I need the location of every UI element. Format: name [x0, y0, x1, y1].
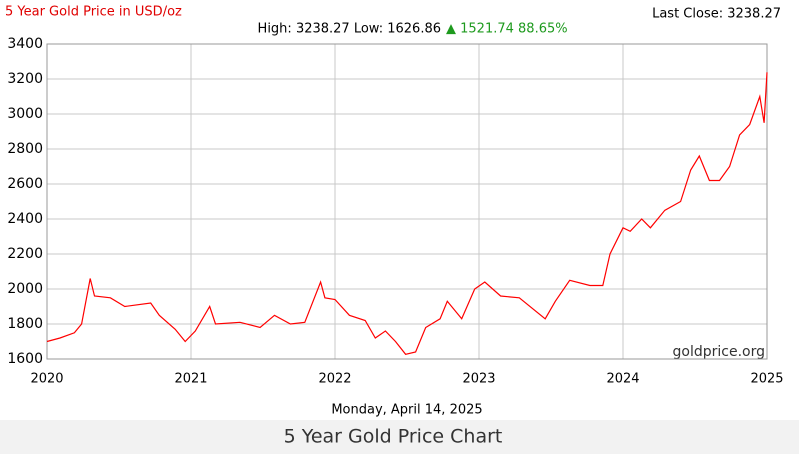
y-tick-label: 1600	[7, 351, 43, 367]
watermark: goldprice.org	[673, 344, 765, 360]
last-close: Last Close: 3238.27	[652, 7, 781, 22]
chart-title: 5 Year Gold Price in USD/oz	[5, 5, 182, 20]
plot-border	[46, 43, 768, 360]
y-tick-label: 2200	[7, 246, 43, 262]
y-tick-label: 2800	[7, 141, 43, 157]
x-tick-label: 2020	[30, 372, 63, 387]
y-tick-label: 2600	[7, 176, 43, 192]
caption: 5 Year Gold Price Chart	[284, 426, 503, 448]
caption-band	[0, 420, 799, 454]
y-tick-label: 2000	[7, 281, 43, 297]
x-tick-label: 2025	[750, 372, 783, 387]
date-label: Monday, April 14, 2025	[331, 403, 482, 418]
y-tick-label: 3200	[7, 71, 43, 87]
x-tick-label: 2021	[174, 372, 207, 387]
y-tick-label: 2400	[7, 211, 43, 227]
high-low: High: 3238.27 Low: 1626.86	[258, 22, 441, 37]
price-line	[46, 72, 768, 355]
x-tick-label: 2023	[462, 372, 495, 387]
x-tick-label: 2024	[606, 372, 639, 387]
change: ▲ 1521.74 88.65%	[446, 22, 568, 37]
y-tick-label: 3000	[7, 106, 43, 122]
x-tick-label: 2022	[318, 372, 351, 387]
y-tick-label: 3400	[7, 36, 43, 52]
y-tick-label: 1800	[7, 316, 43, 332]
